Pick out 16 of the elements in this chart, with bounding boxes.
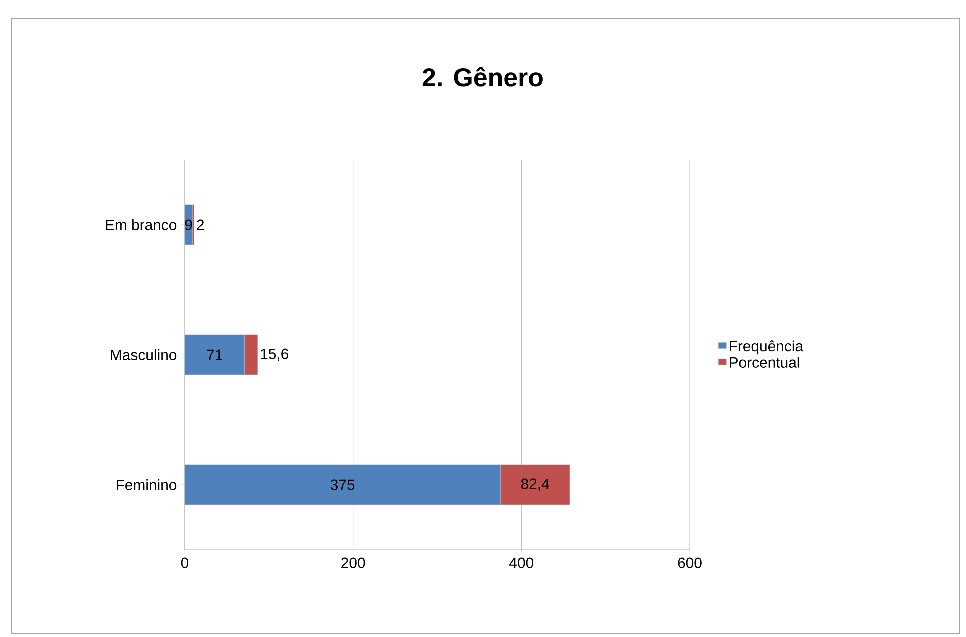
data-label: 71 xyxy=(207,350,222,360)
chart-title: 2. Gênero xyxy=(422,67,543,87)
data-label: 2 xyxy=(197,220,204,230)
x-tick-label: 600 xyxy=(678,558,702,568)
data-label: 15,6 xyxy=(261,348,289,362)
data-label: 375 xyxy=(330,480,355,490)
legend-label: Porcentual xyxy=(730,357,800,368)
y-tick-label: Em branco xyxy=(106,219,177,230)
x-tick-label: 400 xyxy=(510,558,534,568)
x-tick-label: 0 xyxy=(181,558,189,568)
legend-label: Frequência xyxy=(730,340,804,355)
y-tick-label: Feminino xyxy=(116,480,177,490)
y-tick-label: Masculino xyxy=(111,350,177,360)
data-label: 9 xyxy=(185,220,192,230)
data-label: 82,4 xyxy=(521,478,550,492)
x-tick-label: 200 xyxy=(342,558,366,568)
